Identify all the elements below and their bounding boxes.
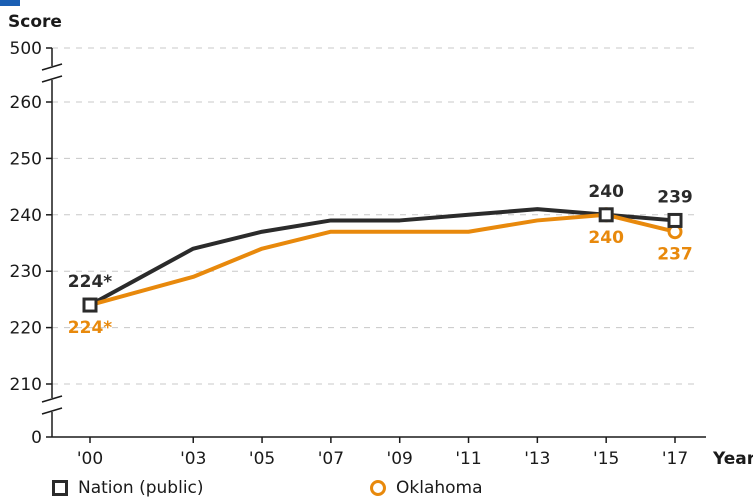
series-lines xyxy=(89,207,676,307)
x-tick-label: '09 xyxy=(387,449,413,469)
data-label-nation: 240 xyxy=(588,182,624,202)
y-tick-labels: 500 260 250 240 230 220 210 0 xyxy=(10,39,42,448)
marker-nation xyxy=(598,207,614,223)
axis-break-mark xyxy=(41,395,63,403)
marker-nation xyxy=(82,297,98,313)
series-markers xyxy=(82,207,683,313)
axis-break-mark xyxy=(41,407,63,415)
y-tick-label: 250 xyxy=(10,149,42,169)
data-label-nation: 224* xyxy=(68,272,112,292)
circle-marker-icon xyxy=(370,480,386,496)
x-tick-label: '03 xyxy=(180,449,206,469)
legend-item-oklahoma: Oklahoma xyxy=(370,478,483,498)
y-tick-label: 0 xyxy=(31,428,42,448)
x-tick-labels: '00 '03 '05 '07 '09 '11 '13 '15 '17 xyxy=(77,449,688,469)
x-tick-label: '15 xyxy=(593,449,619,469)
x-tick-label: '13 xyxy=(524,449,550,469)
x-tick-label: '17 xyxy=(662,449,688,469)
title-accent-bar xyxy=(0,0,20,6)
y-tick-label: 230 xyxy=(10,262,42,282)
data-label-oklahoma: 240 xyxy=(588,228,624,248)
x-tick-label: '00 xyxy=(77,449,103,469)
series-line-oklahoma xyxy=(89,212,676,307)
axes xyxy=(41,47,706,443)
y-axis-label: Score xyxy=(8,12,62,32)
y-tick-label: 210 xyxy=(10,375,42,395)
x-tick-label: '05 xyxy=(249,449,275,469)
x-tick-label: '11 xyxy=(455,449,481,469)
y-tick-label: 220 xyxy=(10,319,42,339)
marker-nation xyxy=(667,212,683,228)
y-tick-label: 240 xyxy=(10,206,42,226)
x-tick-label: '07 xyxy=(318,449,344,469)
series-line-nation xyxy=(89,207,676,307)
x-axis-label: Year xyxy=(712,449,753,469)
legend-label-oklahoma: Oklahoma xyxy=(396,478,483,498)
legend-item-nation: Nation (public) xyxy=(52,478,204,498)
data-label-oklahoma: 237 xyxy=(657,245,693,265)
data-label-nation: 239 xyxy=(657,187,693,207)
legend-label-nation: Nation (public) xyxy=(78,478,204,498)
y-tick-label: 500 xyxy=(10,39,42,59)
data-labels: 224* 240 239 224* 240 237 xyxy=(68,182,693,338)
square-marker-icon xyxy=(52,480,68,496)
axis-break-mark xyxy=(41,75,63,83)
data-label-oklahoma: 224* xyxy=(68,318,112,338)
y-tick-label: 260 xyxy=(10,93,42,113)
axis-break-mark xyxy=(41,63,63,71)
